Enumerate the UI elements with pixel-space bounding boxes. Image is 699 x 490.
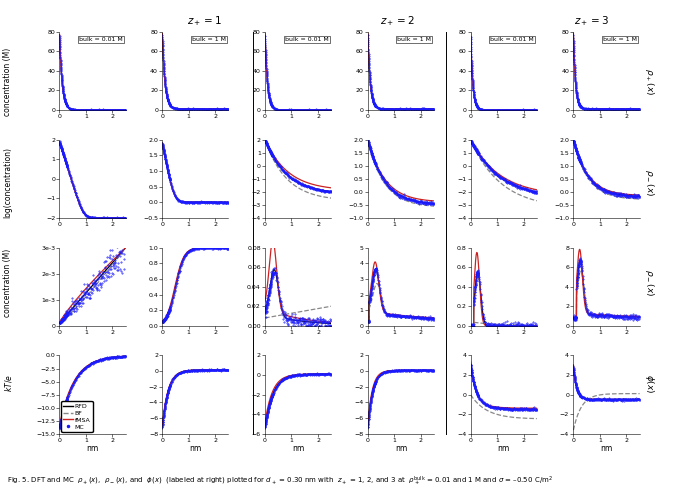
Text: $kT/e$: $kT/e$ — [3, 374, 15, 392]
X-axis label: nm: nm — [395, 444, 407, 453]
Text: $\rho_-(x)$: $\rho_-(x)$ — [643, 270, 656, 296]
Text: bulk = 1 M: bulk = 1 M — [398, 37, 431, 42]
Text: $z_+ = 2$: $z_+ = 2$ — [380, 14, 415, 28]
Text: bulk = 1 M: bulk = 1 M — [603, 37, 637, 42]
X-axis label: nm: nm — [600, 444, 612, 453]
X-axis label: nm: nm — [292, 444, 304, 453]
Text: Fig. 5. DFT and MC  $\rho_+(x)$,  $\rho_-(x)$, and  $\phi(x)$  (labeled at right: Fig. 5. DFT and MC $\rho_+(x)$, $\rho_-(… — [7, 474, 553, 488]
Text: bulk = 0.01 M: bulk = 0.01 M — [491, 37, 534, 42]
Text: concentration (M): concentration (M) — [3, 48, 13, 116]
X-axis label: nm: nm — [498, 444, 510, 453]
X-axis label: nm: nm — [87, 444, 99, 453]
Text: $z_+ = 1$: $z_+ = 1$ — [187, 14, 222, 28]
Legend: RFD, BF, fMSA, MC: RFD, BF, fMSA, MC — [62, 401, 93, 432]
Text: $z_+ = 3$: $z_+ = 3$ — [574, 14, 609, 28]
Text: $\phi(x)$: $\phi(x)$ — [643, 374, 656, 393]
Text: bulk = 0.01 M: bulk = 0.01 M — [285, 37, 329, 42]
Text: $\rho_-(x)$: $\rho_-(x)$ — [643, 169, 656, 196]
Text: concentration (M): concentration (M) — [3, 249, 13, 317]
X-axis label: nm: nm — [189, 444, 201, 453]
Text: log(concentration): log(concentration) — [3, 147, 13, 218]
Text: bulk = 0.01 M: bulk = 0.01 M — [79, 37, 123, 42]
Text: bulk = 1 M: bulk = 1 M — [192, 37, 226, 42]
Text: $\rho_+(x)$: $\rho_+(x)$ — [643, 69, 656, 96]
